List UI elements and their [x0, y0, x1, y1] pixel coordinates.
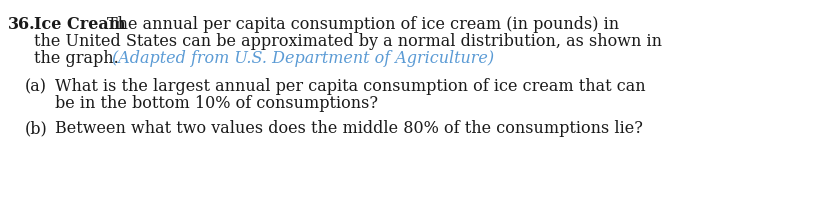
Text: the graph.: the graph.	[34, 50, 124, 67]
Text: the United States can be approximated by a normal distribution, as shown in: the United States can be approximated by…	[34, 33, 662, 50]
Text: What is the largest annual per capita consumption of ice cream that can: What is the largest annual per capita co…	[55, 78, 646, 95]
Text: (Adapted from U.S. Department of Agriculture): (Adapted from U.S. Department of Agricul…	[112, 50, 494, 67]
Text: Ice Cream: Ice Cream	[34, 16, 126, 33]
Text: (a): (a)	[25, 78, 47, 95]
Text: 36.: 36.	[8, 16, 36, 33]
Text: (b): (b)	[25, 120, 47, 137]
Text: The annual per capita consumption of ice cream (in pounds) in: The annual per capita consumption of ice…	[107, 16, 619, 33]
Text: be in the bottom 10% of consumptions?: be in the bottom 10% of consumptions?	[55, 95, 378, 112]
Text: Between what two values does the middle 80% of the consumptions lie?: Between what two values does the middle …	[55, 120, 643, 137]
